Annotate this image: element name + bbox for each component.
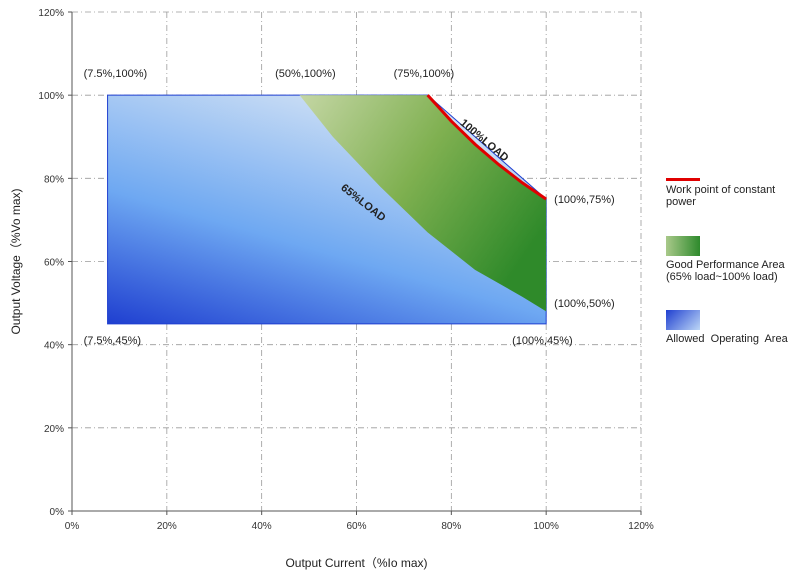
y-tick-label: 0% bbox=[50, 507, 65, 518]
point-label: (100%,75%) bbox=[554, 194, 615, 206]
y-axis-title: Output Voltage（%Vo max) bbox=[9, 188, 23, 334]
legend-item-allowed-area: Allowed Operating Area bbox=[666, 310, 788, 345]
x-tick-label: 100% bbox=[533, 521, 559, 532]
y-tick-label: 100% bbox=[38, 91, 64, 102]
constant-power-line bbox=[426, 94, 548, 201]
y-tick-label: 120% bbox=[38, 8, 64, 19]
legend-swatch-constant-power bbox=[666, 178, 700, 181]
point-label: (100%,50%) bbox=[554, 298, 615, 310]
legend-label-constant-power: Work point of constant power bbox=[666, 184, 776, 208]
x-tick-label: 40% bbox=[252, 521, 272, 532]
point-label: (100%,45%) bbox=[512, 335, 573, 347]
x-axis-title: Output Current（%Io max) bbox=[285, 556, 427, 570]
x-tick-label: 120% bbox=[628, 521, 654, 532]
legend-swatch-allowed-area bbox=[666, 310, 700, 330]
x-tick-label: 0% bbox=[65, 521, 80, 532]
legend-label-allowed-area: Allowed Operating Area bbox=[666, 333, 788, 345]
x-tick-label: 60% bbox=[346, 521, 366, 532]
y-tick-label: 60% bbox=[44, 258, 64, 269]
y-tick-label: 80% bbox=[44, 174, 64, 185]
legend-item-constant-power: Work point of constant power bbox=[666, 178, 775, 208]
point-label: (7.5%,100%) bbox=[84, 68, 148, 80]
legend-swatch-good-performance bbox=[666, 236, 700, 256]
point-label: (50%,100%) bbox=[275, 68, 336, 80]
x-tick-label: 80% bbox=[441, 521, 461, 532]
point-label: (75%,100%) bbox=[394, 68, 455, 80]
good-performance-area bbox=[299, 95, 547, 312]
x-tick-label: 20% bbox=[157, 521, 177, 532]
y-tick-label: 40% bbox=[44, 341, 64, 352]
y-tick-label: 20% bbox=[44, 424, 64, 435]
legend-label-good-performance: Good Performance Area (65% load~100% loa… bbox=[666, 259, 785, 283]
legend-item-good-performance: Good Performance Area (65% load~100% loa… bbox=[666, 236, 785, 283]
point-label: (7.5%,45%) bbox=[84, 335, 141, 347]
